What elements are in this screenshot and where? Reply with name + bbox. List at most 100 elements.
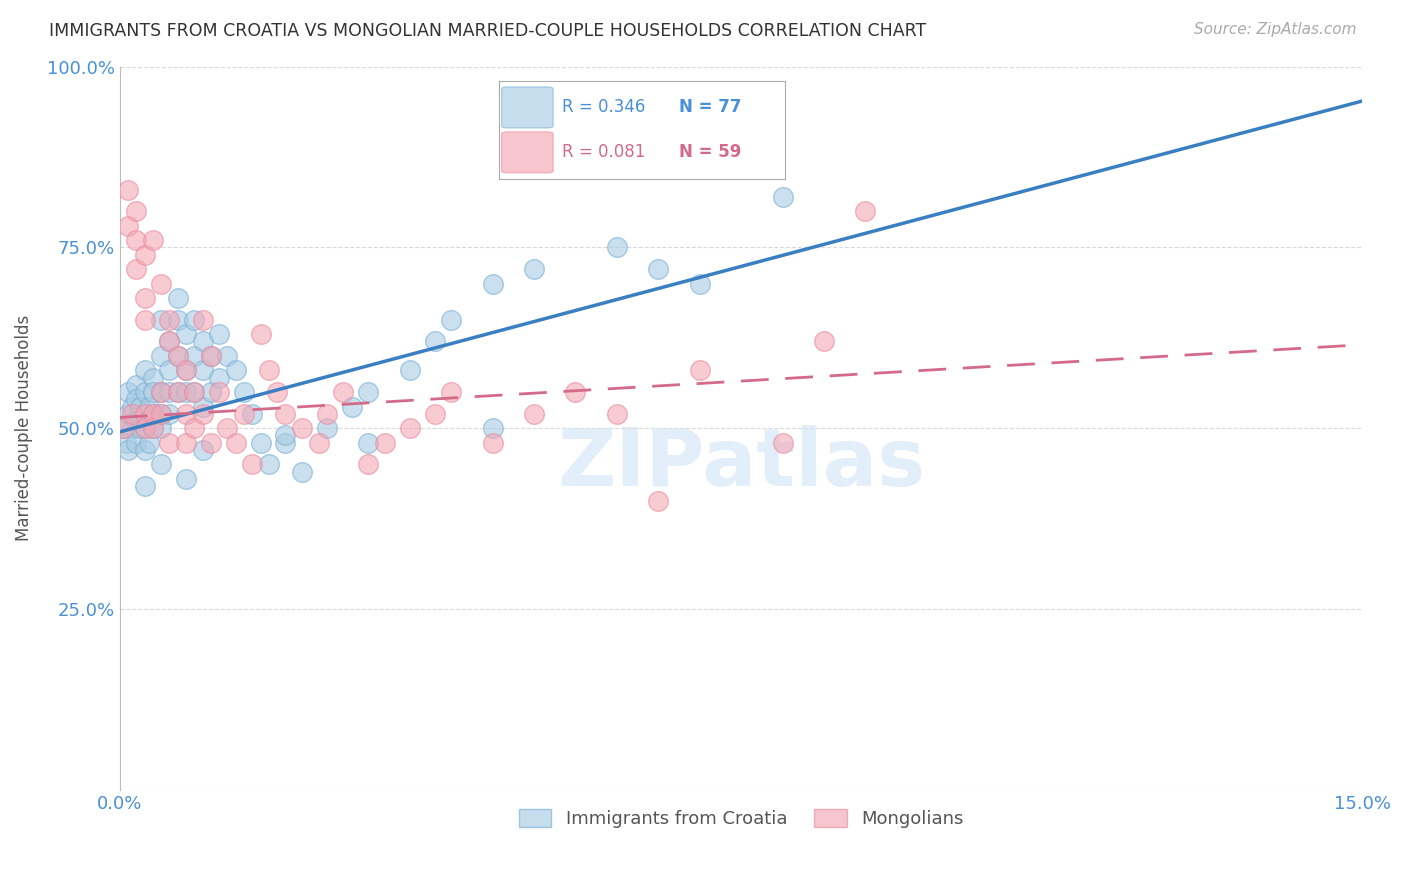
Point — [274, 428, 297, 442]
Point — [166, 349, 188, 363]
Point — [166, 385, 188, 400]
Point — [813, 334, 835, 349]
Point — [647, 493, 669, 508]
Point — [200, 385, 222, 400]
Point — [689, 363, 711, 377]
Legend: Immigrants from Croatia, Mongolians: Immigrants from Croatia, Mongolians — [512, 801, 970, 835]
Point — [523, 262, 546, 277]
Point — [647, 262, 669, 277]
Y-axis label: Married-couple Households: Married-couple Households — [15, 315, 32, 541]
Point — [115, 435, 138, 450]
Point — [191, 400, 214, 414]
Point — [174, 435, 197, 450]
Point — [174, 472, 197, 486]
Point — [291, 465, 314, 479]
Point — [112, 421, 135, 435]
Point — [117, 183, 139, 197]
Point — [138, 400, 160, 414]
Point — [374, 435, 396, 450]
Point — [125, 204, 148, 219]
Point — [689, 277, 711, 291]
Point — [150, 385, 173, 400]
Point — [291, 421, 314, 435]
Point — [125, 392, 148, 407]
Point — [134, 247, 156, 261]
Point — [159, 363, 181, 377]
Point — [142, 370, 165, 384]
Point — [183, 385, 205, 400]
Point — [125, 414, 148, 428]
Point — [134, 479, 156, 493]
Point — [125, 435, 148, 450]
Point — [340, 400, 363, 414]
Point — [315, 407, 337, 421]
Point — [142, 407, 165, 421]
Point — [150, 458, 173, 472]
Point — [117, 407, 139, 421]
Point — [159, 334, 181, 349]
Point — [125, 233, 148, 247]
Point — [357, 435, 380, 450]
Point — [117, 442, 139, 457]
Point — [183, 312, 205, 326]
Point — [125, 377, 148, 392]
Point — [249, 435, 271, 450]
Point — [225, 435, 247, 450]
Point — [200, 349, 222, 363]
Point — [183, 349, 205, 363]
Point — [134, 407, 156, 421]
Point — [134, 442, 156, 457]
Point — [225, 363, 247, 377]
Point — [166, 291, 188, 305]
Point — [134, 363, 156, 377]
Point — [440, 385, 463, 400]
Point — [423, 334, 446, 349]
Point — [134, 291, 156, 305]
Point — [183, 421, 205, 435]
Point — [257, 363, 280, 377]
Point — [191, 312, 214, 326]
Point — [159, 312, 181, 326]
Point — [440, 312, 463, 326]
Point — [150, 407, 173, 421]
Point — [142, 385, 165, 400]
Point — [117, 219, 139, 233]
Point — [183, 385, 205, 400]
Point — [121, 400, 143, 414]
Point — [121, 421, 143, 435]
Point — [174, 385, 197, 400]
Point — [481, 421, 503, 435]
Point — [308, 435, 330, 450]
Point — [150, 421, 173, 435]
Text: Source: ZipAtlas.com: Source: ZipAtlas.com — [1194, 22, 1357, 37]
Point — [129, 421, 152, 435]
Point — [150, 349, 173, 363]
Point — [174, 363, 197, 377]
Point — [174, 407, 197, 421]
Point — [606, 240, 628, 254]
Point — [150, 407, 173, 421]
Point — [150, 277, 173, 291]
Point — [423, 407, 446, 421]
Point — [274, 407, 297, 421]
Point — [142, 421, 165, 435]
Point — [159, 334, 181, 349]
Point — [606, 407, 628, 421]
Point — [191, 334, 214, 349]
Point — [129, 400, 152, 414]
Point — [217, 349, 239, 363]
Point — [166, 385, 188, 400]
Point — [332, 385, 354, 400]
Point — [233, 385, 256, 400]
Point — [357, 385, 380, 400]
Point — [134, 421, 156, 435]
Point — [166, 349, 188, 363]
Point — [159, 407, 181, 421]
Point — [481, 435, 503, 450]
Point — [134, 407, 156, 421]
Point — [117, 385, 139, 400]
Point — [481, 277, 503, 291]
Point — [174, 327, 197, 342]
Point — [357, 458, 380, 472]
Point — [208, 370, 231, 384]
